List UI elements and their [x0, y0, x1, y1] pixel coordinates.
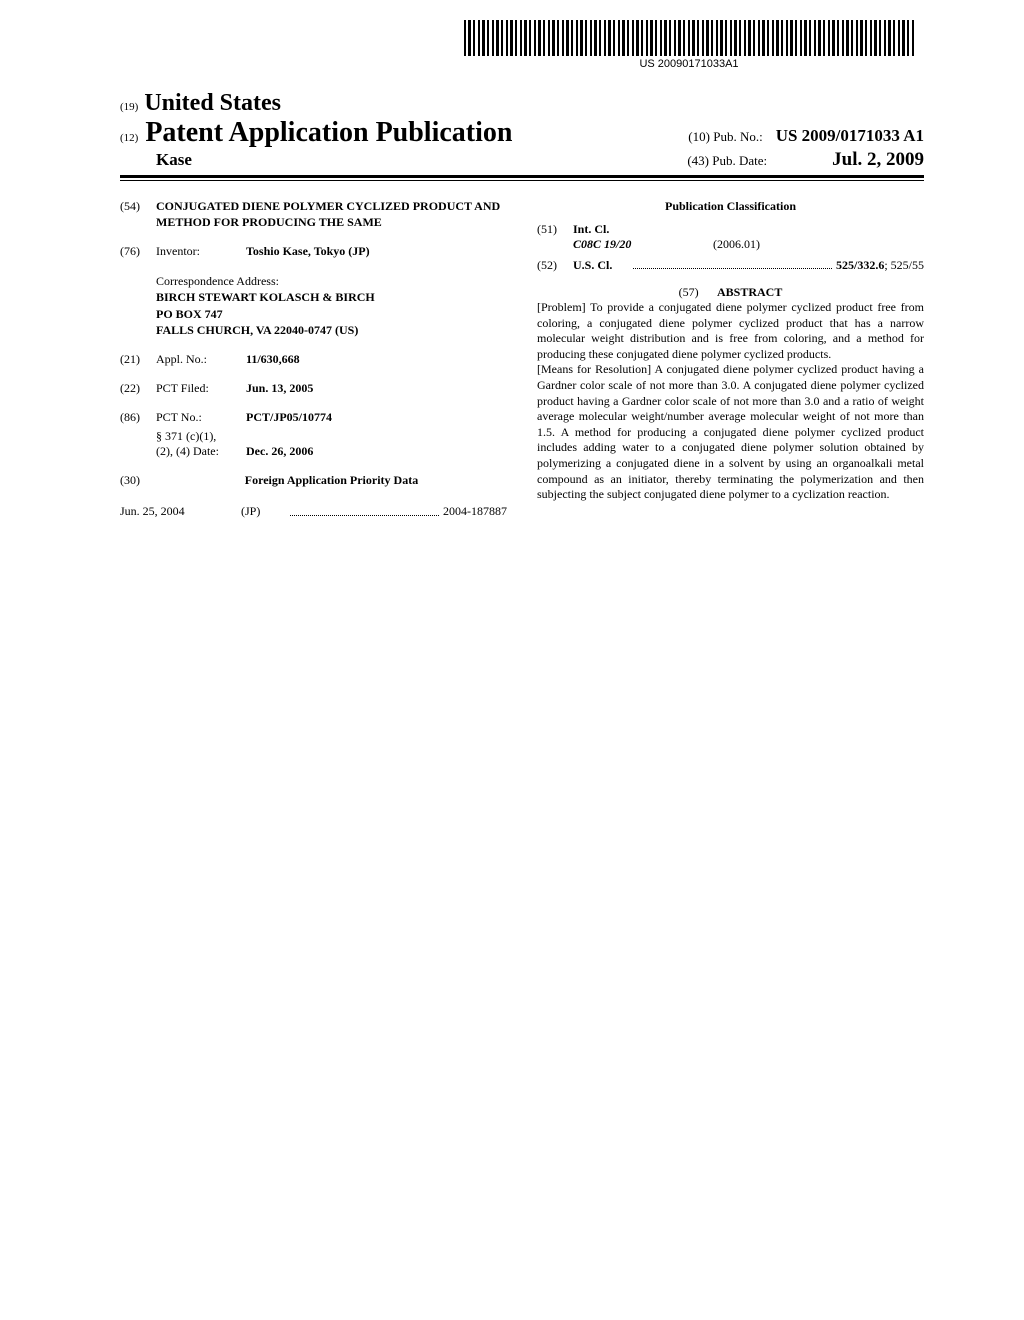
barcode-region: US 20090171033A1 — [464, 20, 914, 70]
corr-line2: PO BOX 747 — [156, 306, 507, 322]
priority-date: Jun. 25, 2004 — [120, 504, 241, 519]
pub-date-code: (43) — [687, 153, 709, 168]
sect371-row1: § 371 (c)(1), — [120, 429, 507, 444]
uscl-dots — [633, 268, 832, 269]
header-country-line: (19) United States — [120, 90, 924, 117]
pct-filed-value: Jun. 13, 2005 — [246, 381, 313, 396]
uscl-value: 525/332.6; 525/55 — [836, 258, 924, 273]
corr-line3: FALLS CHURCH, VA 22040-0747 (US) — [156, 322, 507, 338]
pub-no-label: Pub. No.: — [713, 129, 762, 144]
inventor-label: Inventor: — [156, 244, 246, 259]
appl-no-label: Appl. No.: — [156, 352, 246, 367]
applicant-name: Kase — [120, 150, 192, 170]
abstract-label: ABSTRACT — [717, 285, 782, 299]
sect371-row2: (2), (4) Date: Dec. 26, 2006 — [120, 444, 507, 459]
appl-no-code: (21) — [120, 352, 156, 367]
pct-no-label: PCT No.: — [156, 410, 246, 425]
foreign-priority-row: (30) Foreign Application Priority Data — [120, 473, 507, 498]
intcl-year: (2006.01) — [713, 237, 760, 252]
inventor-value: Toshio Kase, Tokyo (JP) — [246, 244, 370, 259]
foreign-code: (30) — [120, 473, 156, 498]
priority-data-row: Jun. 25, 2004 (JP) 2004-187887 — [156, 504, 507, 519]
main-columns: (54) CONJUGATED DIENE POLYMER CYCLIZED P… — [120, 199, 924, 519]
left-column: (54) CONJUGATED DIENE POLYMER CYCLIZED P… — [120, 199, 507, 519]
intcl-value-row: C08C 19/20 (2006.01) — [573, 237, 924, 252]
uscl-main: 525/332.6 — [836, 258, 884, 272]
header-doctype-line: (12) Patent Application Publication (10)… — [120, 117, 924, 149]
uscl-code: (52) — [537, 258, 573, 273]
divider-rule — [120, 180, 924, 181]
pct-no-row: (86) PCT No.: PCT/JP05/10774 — [120, 410, 507, 425]
pub-class-header: Publication Classification — [537, 199, 924, 214]
abstract-header-row: (57) ABSTRACT — [537, 285, 924, 300]
corr-line1: BIRCH STEWART KOLASCH & BIRCH — [156, 289, 507, 305]
foreign-priority-header: Foreign Application Priority Data — [156, 473, 507, 488]
inventor-code: (76) — [120, 244, 156, 259]
pub-no-code: (10) — [688, 129, 710, 144]
pct-filed-row: (22) PCT Filed: Jun. 13, 2005 — [120, 381, 507, 396]
uscl-row: (52) U.S. Cl. 525/332.6; 525/55 — [537, 258, 924, 273]
sect371-value: Dec. 26, 2006 — [246, 444, 313, 459]
appl-no-row: (21) Appl. No.: 11/630,668 — [120, 352, 507, 367]
pub-date-label: Pub. Date: — [712, 153, 767, 168]
sect371-label2: (2), (4) Date: — [156, 444, 246, 459]
header-section: (19) United States (12) Patent Applicati… — [120, 90, 924, 181]
intcl-code: (51) — [537, 222, 573, 237]
appl-no-value: 11/630,668 — [246, 352, 300, 367]
inventor-row: (76) Inventor: Toshio Kase, Tokyo (JP) — [120, 244, 507, 259]
intcl-class: C08C 19/20 — [573, 237, 713, 252]
intcl-label: Int. Cl. — [573, 222, 609, 237]
correspondence-address: Correspondence Address: BIRCH STEWART KO… — [156, 273, 507, 338]
doctype-code: (12) — [120, 132, 138, 144]
corr-label: Correspondence Address: — [156, 273, 507, 289]
title-code: (54) — [120, 199, 156, 230]
publication-date: Jul. 2, 2009 — [832, 149, 924, 170]
country-name: United States — [144, 90, 281, 116]
priority-dots — [290, 504, 439, 516]
header-applicant-line: Kase (43) Pub. Date: Jul. 2, 2009 — [120, 149, 924, 178]
sect371-label1: § 371 (c)(1), — [156, 429, 246, 444]
publication-number: US 2009/0171033 A1 — [776, 126, 924, 145]
right-column: Publication Classification (51) Int. Cl.… — [537, 199, 924, 519]
barcode-graphic — [464, 20, 914, 56]
country-code: (19) — [120, 101, 138, 113]
barcode-text: US 20090171033A1 — [464, 58, 914, 70]
uscl-label: U.S. Cl. — [573, 258, 629, 273]
uscl-other: ; 525/55 — [884, 258, 924, 272]
abstract-code: (57) — [679, 285, 715, 300]
abstract-paragraph-1: [Problem] To provide a conjugated diene … — [537, 300, 924, 362]
pct-no-code: (86) — [120, 410, 156, 425]
abstract-paragraph-2: [Means for Resolution] A conjugated dien… — [537, 362, 924, 502]
priority-number: 2004-187887 — [443, 504, 507, 519]
pct-no-value: PCT/JP05/10774 — [246, 410, 332, 425]
pct-filed-code: (22) — [120, 381, 156, 396]
priority-country: (JP) — [241, 504, 286, 519]
title-row: (54) CONJUGATED DIENE POLYMER CYCLIZED P… — [120, 199, 507, 230]
invention-title: CONJUGATED DIENE POLYMER CYCLIZED PRODUC… — [156, 199, 507, 230]
intcl-header-row: (51) Int. Cl. — [537, 222, 924, 237]
doctype-label: Patent Application Publication — [145, 117, 512, 148]
pct-filed-label: PCT Filed: — [156, 381, 246, 396]
